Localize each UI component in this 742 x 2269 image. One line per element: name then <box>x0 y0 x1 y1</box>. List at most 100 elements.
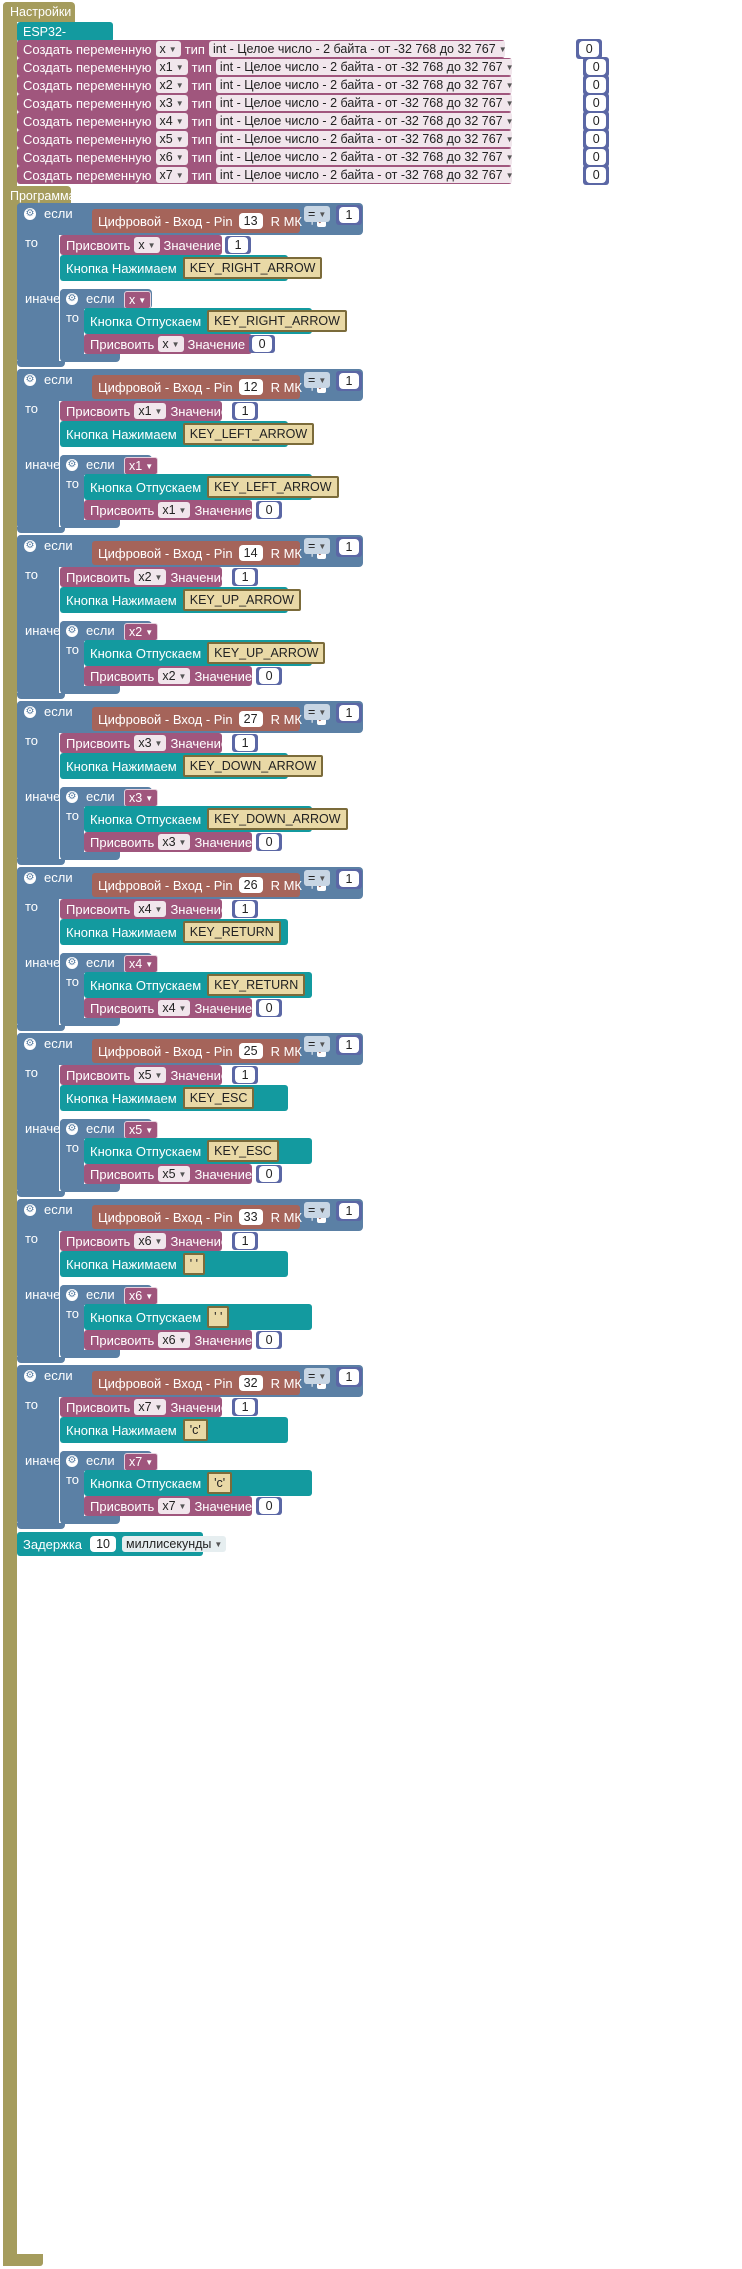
press-key[interactable]: KEY_RETURN <box>182 921 281 943</box>
type-dropdown[interactable]: int - Целое число - 2 байта - от -32 768… <box>215 131 518 147</box>
assign-off-block[interactable]: Присвоить x ▼ Значение 0 <box>84 334 276 354</box>
assign-off-var-dropdown[interactable]: x6 ▼ <box>158 1332 191 1348</box>
delay-block[interactable]: Задержка 10 миллисекунды ▼ <box>17 1532 227 1556</box>
setup-frame[interactable] <box>3 2 17 202</box>
assign-value-block[interactable]: 1 <box>232 900 259 918</box>
create-variable-row[interactable]: Создать переменную x5 ▼ тип int - Целое ч… <box>17 129 610 149</box>
init-value-block[interactable]: 0 <box>583 93 610 113</box>
assign-off-value-block[interactable]: 0 <box>256 1497 283 1515</box>
gear-icon[interactable]: ⚙ <box>24 1370 36 1382</box>
release-key[interactable]: KEY_RETURN <box>207 974 306 996</box>
press-key[interactable]: KEY_ESC <box>182 1087 255 1109</box>
assign-value-block[interactable]: 1 <box>232 402 259 420</box>
gear-icon[interactable]: ⚙ <box>24 374 36 386</box>
gear-icon[interactable]: ⚙ <box>66 1455 78 1467</box>
create-variable-row[interactable]: Создать переменную x2 ▼ тип int - Целое ч… <box>17 75 610 95</box>
release-key[interactable]: KEY_RIGHT_ARROW <box>207 310 347 332</box>
assign-off-value-block[interactable]: 0 <box>256 1165 283 1183</box>
init-value[interactable]: 0 <box>586 167 607 183</box>
compare-op-dropdown[interactable]: = ▼ <box>304 870 331 886</box>
key-release-block[interactable]: Кнопка Отпускаем ' ' <box>84 1304 312 1330</box>
gear-icon[interactable]: ⚙ <box>66 791 78 803</box>
assign-off-var-dropdown[interactable]: x7 ▼ <box>158 1498 191 1514</box>
assign-value-block[interactable]: 1 <box>232 734 259 752</box>
gear-icon[interactable]: ⚙ <box>24 540 36 552</box>
assign-on-block[interactable]: Присвоить x ▼ Значение 1 <box>60 235 252 255</box>
gear-icon[interactable]: ⚙ <box>66 293 78 305</box>
variable-name-dropdown[interactable]: x3 ▼ <box>155 95 188 111</box>
assign-off-value[interactable]: 0 <box>259 834 280 850</box>
compare-value-block[interactable]: 1 <box>336 1367 362 1387</box>
gear-icon[interactable]: ⚙ <box>66 625 78 637</box>
assign-off-var-dropdown[interactable]: x5 ▼ <box>158 1166 191 1182</box>
compare-value[interactable]: 1 <box>339 1037 359 1053</box>
compare-value[interactable]: 1 <box>339 1203 359 1219</box>
delay-unit-dropdown[interactable]: миллисекунды ▼ <box>122 1536 227 1552</box>
digital-input-block[interactable]: Цифровой - Вход - Pin 13 R МК ¬ ✔ <box>92 209 326 233</box>
assign-var-dropdown[interactable]: x1 ▼ <box>134 403 167 419</box>
assign-on-block[interactable]: Присвоить x4 ▼ Значение 1 <box>60 899 259 919</box>
assign-value[interactable]: 1 <box>235 569 256 585</box>
assign-value[interactable]: 1 <box>235 901 256 917</box>
assign-off-value[interactable]: 0 <box>259 1332 280 1348</box>
gear-icon[interactable]: ⚙ <box>24 208 36 220</box>
key-press-block[interactable]: Кнопка Нажимаем KEY_RIGHT_ARROW <box>60 255 323 281</box>
assign-off-value-block[interactable]: 0 <box>256 999 283 1017</box>
init-value[interactable]: 0 <box>586 59 607 75</box>
compare-value[interactable]: 1 <box>339 207 359 223</box>
compare-value-block[interactable]: 1 <box>336 537 362 557</box>
variable-name-dropdown[interactable]: x1 ▼ <box>155 59 188 75</box>
nested-cond-var-dropdown[interactable]: x5 ▼ <box>124 1121 159 1139</box>
delay-value[interactable]: 10 <box>90 1536 117 1552</box>
assign-off-var-dropdown[interactable]: x3 ▼ <box>158 834 191 850</box>
assign-value-block[interactable]: 1 <box>225 236 252 254</box>
type-dropdown[interactable]: int - Целое число - 2 байта - от -32 768… <box>208 41 511 57</box>
assign-var-dropdown[interactable]: x7 ▼ <box>134 1399 167 1415</box>
assign-off-value[interactable]: 0 <box>252 336 273 352</box>
assign-off-value-block[interactable]: 0 <box>256 833 283 851</box>
compare-op-dropdown[interactable]: = ▼ <box>304 704 331 720</box>
program-header[interactable]: Программа <box>3 186 76 206</box>
key-release-block[interactable]: Кнопка Отпускаем KEY_UP_ARROW <box>84 640 326 666</box>
digital-input-block[interactable]: Цифровой - Вход - Pin 26 R МК ¬ ✔ <box>92 873 326 897</box>
compare-value-block[interactable]: 1 <box>336 703 362 723</box>
create-variable-row[interactable]: Создать переменную x ▼ тип int - Целое чи… <box>17 39 603 59</box>
digital-input-block[interactable]: Цифровой - Вход - Pin 27 R МК ¬ ✔ <box>92 707 326 731</box>
assign-off-value[interactable]: 0 <box>259 668 280 684</box>
release-key[interactable]: ' ' <box>207 1306 230 1328</box>
digital-input-block[interactable]: Цифровой - Вход - Pin 33 R МК ¬ ✔ <box>92 1205 326 1229</box>
assign-on-block[interactable]: Присвоить x3 ▼ Значение 1 <box>60 733 259 753</box>
init-value[interactable]: 0 <box>586 113 607 129</box>
assign-value[interactable]: 1 <box>235 735 256 751</box>
setup-header[interactable]: Настройки <box>3 2 75 22</box>
nested-cond-var-dropdown[interactable]: x6 ▼ <box>124 1287 159 1305</box>
assign-off-value[interactable]: 0 <box>259 1498 280 1514</box>
create-variable-row[interactable]: Создать переменную x3 ▼ тип int - Целое ч… <box>17 93 610 113</box>
release-key[interactable]: KEY_UP_ARROW <box>207 642 326 664</box>
pin-number[interactable]: 32 <box>238 1375 263 1391</box>
key-release-block[interactable]: Кнопка Отпускаем KEY_ESC <box>84 1138 312 1164</box>
gear-icon[interactable]: ⚙ <box>24 872 36 884</box>
assign-off-block[interactable]: Присвоить x3 ▼ Значение 0 <box>84 832 283 852</box>
digital-input-block[interactable]: Цифровой - Вход - Pin 25 R МК ¬ ✔ <box>92 1039 326 1063</box>
assign-off-var-dropdown[interactable]: x ▼ <box>158 336 184 352</box>
assign-off-value-block[interactable]: 0 <box>256 667 283 685</box>
compare-value-block[interactable]: 1 <box>336 371 362 391</box>
type-dropdown[interactable]: int - Целое число - 2 байта - от -32 768… <box>215 59 518 75</box>
key-release-block[interactable]: Кнопка Отпускаем KEY_RIGHT_ARROW <box>84 308 347 334</box>
type-dropdown[interactable]: int - Целое число - 2 байта - от -32 768… <box>215 167 518 183</box>
digital-input-block[interactable]: Цифровой - Вход - Pin 12 R МК ¬ ✔ <box>92 375 326 399</box>
variable-name-dropdown[interactable]: x6 ▼ <box>155 149 188 165</box>
assign-var-dropdown[interactable]: x2 ▼ <box>134 569 167 585</box>
init-value[interactable]: 0 <box>586 131 607 147</box>
gear-icon[interactable]: ⚙ <box>66 1123 78 1135</box>
nested-cond-var-dropdown[interactable]: x3 ▼ <box>124 789 159 807</box>
compare-op-dropdown[interactable]: = ▼ <box>304 1202 331 1218</box>
gear-icon[interactable]: ⚙ <box>66 459 78 471</box>
init-value-block[interactable]: 0 <box>583 165 610 185</box>
key-press-block[interactable]: Кнопка Нажимаем KEY_RETURN <box>60 919 288 945</box>
key-press-block[interactable]: Кнопка Нажимаем KEY_LEFT_ARROW <box>60 421 315 447</box>
assign-var-dropdown[interactable]: x4 ▼ <box>134 901 167 917</box>
compare-value-block[interactable]: 1 <box>336 1035 362 1055</box>
init-value-block[interactable]: 0 <box>583 111 610 131</box>
